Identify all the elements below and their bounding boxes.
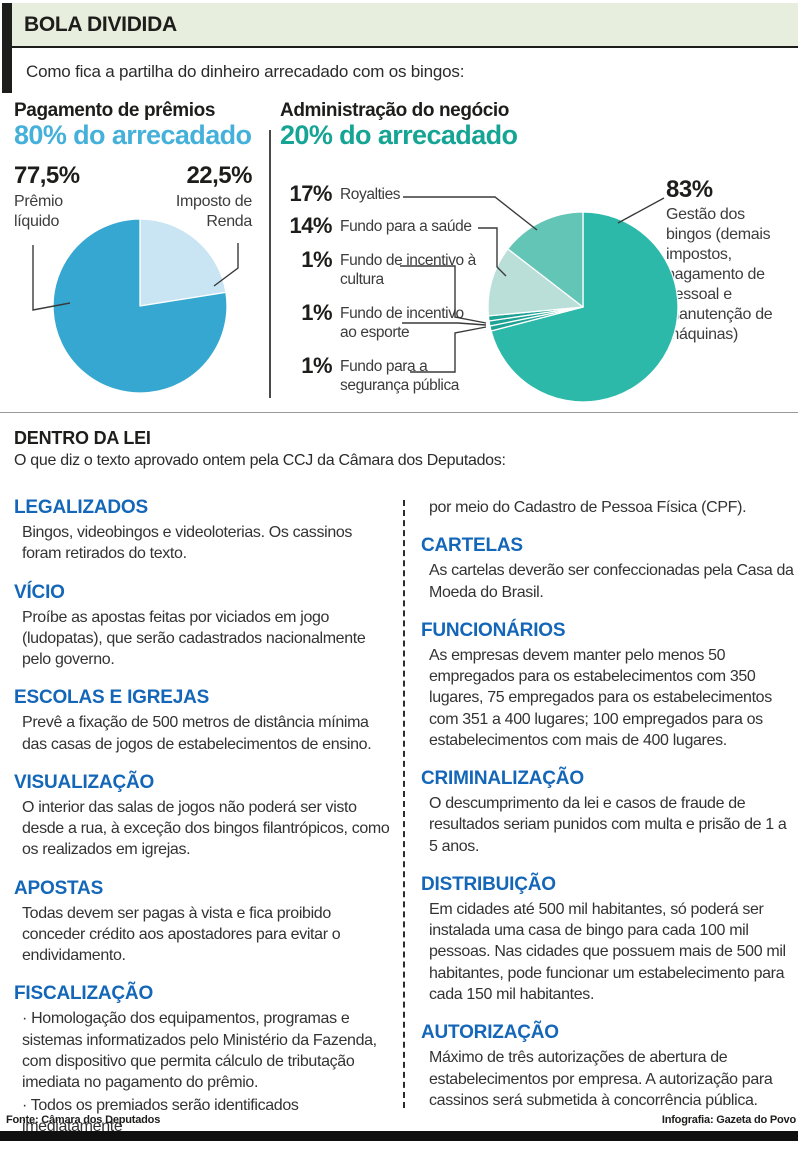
admin-item-pct: 1% [301,353,332,378]
pie-slice [139,218,227,307]
law-section: AUTORIZAÇÃO Máximo de três autorizações d… [421,1022,795,1111]
leader-line-imposto [213,243,239,287]
imposto-renda-pct: 22,5% [186,162,252,189]
law-column-left: LEGALIZADOS Bingos, videobingos e videolo… [14,497,392,1154]
law-section: VISUALIZAÇÃO O interior das salas de jogo… [14,772,392,861]
law-section-paragraph: por meio do Cadastro de Pessoa Física (C… [429,499,747,516]
pie-slice [507,211,584,308]
leader-line-esporte [402,322,487,326]
law-section-paragraph: Proíbe as apostas feitas por viciados em… [22,608,366,669]
header-band: BOLA DIVIDIDA [12,3,798,48]
law-section-heading: FISCALIZAÇÃO [14,983,154,1005]
premios-title: Pagamento de prêmios [14,100,216,121]
law-section: FISCALIZAÇÃO · Homologação dos equipament… [14,983,392,1137]
page-subtitle: Como fica a partilha do dinheiro arrecad… [26,62,465,81]
leader-line-saude [478,227,507,277]
law-section-paragraph: Bingos, videobingos e videoloterias. Os … [22,524,353,563]
law-section: VÍCIO Proíbe as apostas feitas por viciad… [14,582,392,671]
pie-slice [490,211,679,403]
law-section: APOSTAS Todas devem ser pagas à vista e f… [14,878,392,967]
leader-line-premio [32,245,71,311]
footer-credit: Infografia: Gazeta do Povo [661,1114,796,1126]
leader-line-royalties [403,196,538,231]
premios-subtitle: 80% do arrecadado [14,120,252,150]
law-section-paragraph: Em cidades até 500 mil habitantes, só po… [429,900,786,1003]
gestao-label: Gestão dos bingos (demais impostos, paga… [666,206,773,343]
law-section-heading: FUNCIONÁRIOS [421,619,566,641]
admin-item-label: Fundo de incentivo à cultura [340,252,476,289]
law-intro: O que diz o texto aprovado ontem pela CC… [14,452,506,469]
admin-title: Administração do negócio [280,100,509,121]
law-section-heading: APOSTAS [14,877,104,899]
admin-subtitle: 20% do arrecadado [280,120,518,150]
law-section: CRIMINALIZAÇÃO O descumprimento da lei e … [421,768,795,857]
admin-item-label: Royalties [340,186,401,203]
law-section-paragraph: Máximo de três autorizações de abertura … [429,1049,773,1109]
law-section-paragraph: · Todos os premiados serão identificados… [22,1096,299,1135]
law-section-paragraph: · Homologação dos equipamentos, programa… [22,1010,377,1092]
admin-item-label: Fundo para a segurança pública [340,358,460,395]
admin-item-pct: 17% [289,181,332,206]
leader-line-seguranca [410,326,487,373]
law-section-heading: ESCOLAS E IGREJAS [14,687,210,709]
law-section-heading: VÍCIO [14,581,65,603]
law-section-heading: AUTORIZAÇÃO [421,1022,559,1044]
pie-slice [52,218,228,394]
law-section: LEGALIZADOS Bingos, videobingos e videolo… [14,497,392,565]
pie-slice [487,248,584,317]
law-section-heading: DISTRIBUIÇÃO [421,873,556,895]
footer-source: Fonte: Câmara dos Deputados [6,1114,161,1126]
column-dashed-divider [403,500,405,1108]
law-section-paragraph: O descumprimento da lei e casos de fraud… [429,795,787,855]
law-section-heading: VISUALIZAÇÃO [14,771,155,793]
gestao-pct: 83% [666,176,713,203]
law-section-paragraph: As empresas devem manter pelo menos 50 e… [429,646,772,749]
law-section-heading: LEGALIZADOS [14,497,148,518]
law-section-heading: CRIMINALIZAÇÃO [421,768,584,790]
law-title: DENTRO DA LEI [14,428,151,448]
law-section-paragraph: As cartelas deverão ser confeccionadas p… [429,562,794,601]
admin-item-pct: 1% [301,300,332,325]
law-section: ESCOLAS E IGREJAS Prevê a fixação de 500 … [14,687,392,755]
premio-liquido-pct: 77,5% [14,162,80,189]
law-column-right: por meio do Cadastro de Pessoa Física (C… [421,497,795,1128]
premios-pie [52,218,228,394]
admin-header: Administração do negócio 20% do arrecada… [280,100,518,150]
admin-item-label: Fundo para a saúde [340,218,472,235]
admin-item-label: Fundo de incentivo ao esporte [340,305,464,342]
premio-liquido-label: Prêmio líquido [14,193,63,230]
left-accent-bar [2,3,12,93]
law-section-paragraph: Prevê a fixação de 500 metros de distânc… [22,714,372,753]
admin-item-pct: 14% [289,213,332,238]
charts-overlay [32,130,679,403]
admin-pie [487,211,679,403]
leader-line-cultura [400,265,487,324]
section-divider-rule [0,412,798,413]
admin-item-pct: 1% [301,247,332,272]
law-section-heading: CARTELAS [421,535,523,557]
footer-bar [0,1131,798,1141]
law-section: CARTELAS As cartelas deverão ser confecci… [421,535,795,603]
law-section-paragraph: Todas devem ser pagas à vista e fica pro… [22,904,341,965]
premios-header: Pagamento de prêmios 80% do arrecadado [14,100,252,150]
page-title: BOLA DIVIDIDA [24,12,177,36]
law-section-paragraph: O interior das salas de jogos não poderá… [22,798,390,859]
law-section: por meio do Cadastro de Pessoa Física (C… [421,497,795,518]
imposto-renda-label: Imposto de Renda [175,193,252,230]
leader-line-gestao [617,197,665,224]
law-section: FUNCIONÁRIOS As empresas devem manter pel… [421,620,795,751]
law-section: DISTRIBUIÇÃO Em cidades até 500 mil habit… [421,874,795,1005]
